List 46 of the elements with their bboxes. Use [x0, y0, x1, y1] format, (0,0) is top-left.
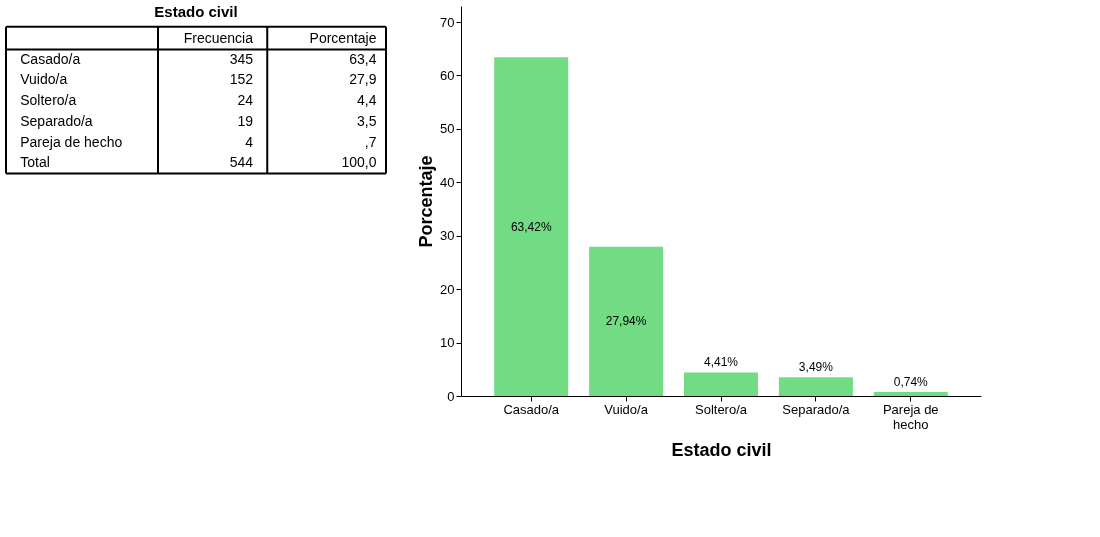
data-label: 27,94%	[605, 314, 647, 329]
y-tick-label: 40	[440, 174, 455, 190]
text: 4,4	[357, 92, 377, 109]
bar	[778, 377, 853, 396]
y-axis-title: Porcentaje	[416, 155, 437, 248]
data-label: 0,74%	[893, 375, 929, 390]
text: 4	[245, 133, 254, 150]
text: 345	[229, 50, 254, 67]
text: Soltero/a	[20, 92, 77, 109]
text: 3,5	[357, 112, 377, 129]
text: 19	[237, 112, 254, 129]
x-axis-title: Estado civil	[671, 439, 772, 460]
y-tick-label: 10	[440, 335, 455, 351]
y-tick-label: 20	[440, 281, 455, 297]
text: ,7	[364, 133, 377, 150]
data-label: 63,42%	[510, 219, 552, 234]
text: Separado/a	[20, 112, 93, 129]
text: Pareja de hecho	[20, 133, 123, 150]
y-tick-label: 60	[440, 67, 455, 83]
bar	[589, 246, 664, 396]
text: Estado civil	[154, 3, 238, 21]
text: 152	[229, 71, 254, 88]
x-tick-label: Separado/a	[782, 401, 851, 417]
bar	[873, 392, 948, 396]
bar	[683, 372, 759, 396]
text: Frecuencia	[183, 30, 254, 47]
text: 100,0	[341, 154, 377, 171]
text: 63,4	[349, 50, 377, 67]
text: Porcentaje	[309, 30, 377, 47]
data-label: 4,41%	[703, 355, 739, 370]
text: Total	[20, 154, 50, 171]
text: 544	[229, 154, 254, 171]
text: Vuido/a	[20, 71, 68, 88]
x-tick-label: Pareja de hecho	[882, 401, 939, 432]
x-tick-label: Casado/a	[503, 401, 560, 417]
text: 27,9	[349, 71, 377, 88]
x-tick-label: Vuido/a	[604, 401, 649, 417]
y-tick-label: 50	[440, 121, 455, 137]
text: Casado/a	[20, 50, 81, 67]
y-tick-label: 30	[440, 228, 455, 244]
bar	[494, 57, 569, 396]
y-tick-label: 70	[440, 14, 455, 30]
x-tick-label: Soltero/a	[694, 401, 748, 417]
y-tick-label: 0	[447, 388, 455, 404]
data-label: 3,49%	[798, 360, 834, 375]
text: 24	[237, 92, 254, 109]
